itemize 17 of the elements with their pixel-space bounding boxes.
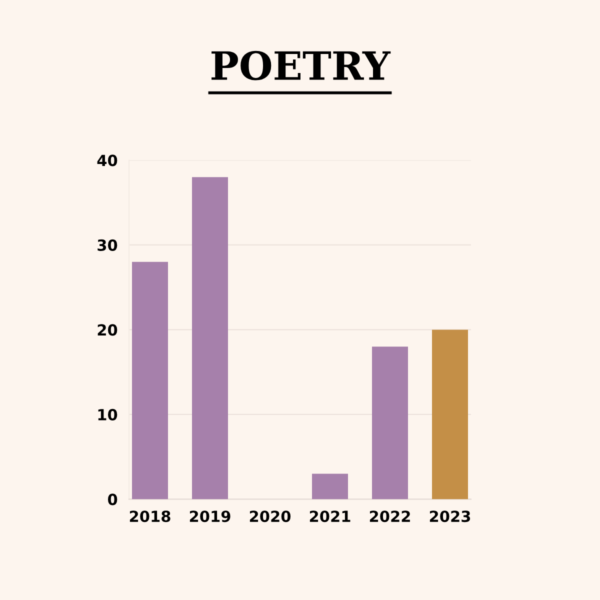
- x-tick-label: 2022: [370, 510, 410, 522]
- y-tick-label: 20: [98, 324, 118, 336]
- y-tick-label: 30: [98, 239, 118, 251]
- bar: [312, 474, 348, 500]
- bar: [132, 262, 168, 500]
- bar: [372, 346, 408, 500]
- bar: [192, 177, 228, 500]
- x-tick-label: 2018: [130, 510, 170, 522]
- y-tick-label: 40: [97, 154, 118, 166]
- x-tick-label: 2019: [190, 510, 230, 522]
- y-tick-label: 0: [108, 494, 118, 506]
- y-tick-label: 10: [98, 408, 118, 420]
- x-tick-label: 2020: [250, 510, 291, 522]
- x-tick-label: 2023: [430, 510, 470, 522]
- x-tick-label: 2021: [310, 510, 350, 522]
- bar: [432, 330, 468, 500]
- chart-title: POETRY: [212, 50, 391, 80]
